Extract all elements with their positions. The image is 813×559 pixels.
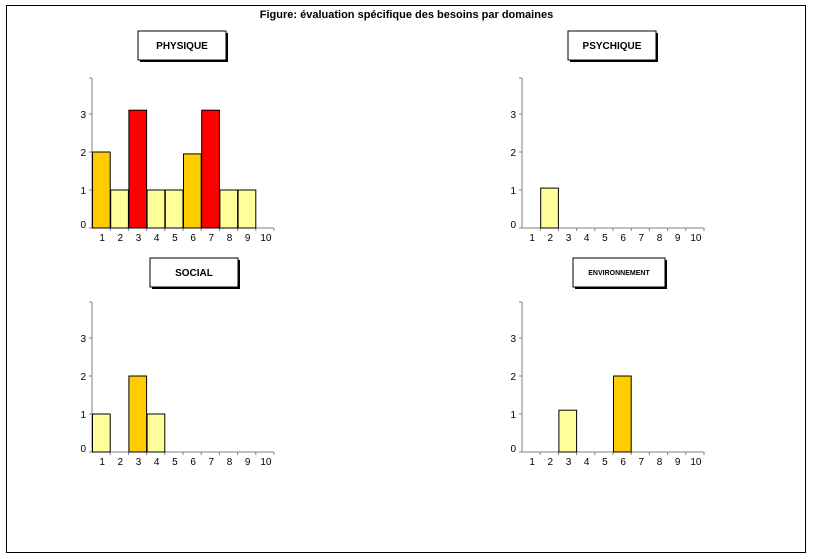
x-tick-label: 10 xyxy=(690,457,702,468)
y-tick-label: 0 xyxy=(510,444,516,455)
bar-3 xyxy=(128,109,148,229)
bar-3 xyxy=(558,409,578,453)
x-tick-label: 5 xyxy=(602,457,608,468)
x-tick-label: 6 xyxy=(190,457,196,468)
y-tick-label: 0 xyxy=(510,220,516,231)
figure-frame xyxy=(6,5,806,553)
x-tick-label: 1 xyxy=(99,457,105,468)
x-tick-label: 4 xyxy=(154,457,160,468)
bar-9 xyxy=(237,189,257,229)
x-tick-label: 3 xyxy=(566,233,572,244)
bar-6 xyxy=(183,153,202,229)
y-tick-label: 3 xyxy=(80,334,86,345)
x-tick-label: 3 xyxy=(566,457,572,468)
x-tick-label: 5 xyxy=(602,233,608,244)
y-tick-label: 2 xyxy=(80,148,86,159)
x-tick-label: 2 xyxy=(548,457,554,468)
y-tick-label: 2 xyxy=(510,372,516,383)
x-tick-label: 10 xyxy=(260,233,272,244)
title-box xyxy=(572,257,666,288)
x-tick-label: 5 xyxy=(172,457,178,468)
bar-1 xyxy=(92,413,111,453)
y-tick-label: 1 xyxy=(510,410,516,421)
x-tick-label: 4 xyxy=(154,233,160,244)
y-tick-label: 1 xyxy=(80,186,86,197)
x-tick-label: 7 xyxy=(639,233,645,244)
bar-1 xyxy=(92,151,111,229)
chart-panel-physique: PHYSIQUE 0 1 2 3 1 2 3 4 5 6 7 8 9 10 xyxy=(80,30,275,244)
x-tick-label: 5 xyxy=(172,233,178,244)
bar-4 xyxy=(146,189,166,229)
x-tick-label: 7 xyxy=(639,457,645,468)
chart-title: ENVIRONNEMENT xyxy=(588,270,650,277)
page-title: Figure: évaluation spécifique des besoin… xyxy=(259,9,554,21)
x-tick-label: 3 xyxy=(136,233,142,244)
x-tick-label: 9 xyxy=(245,233,251,244)
x-tick-label: 2 xyxy=(118,233,124,244)
y-tick-label: 2 xyxy=(510,148,516,159)
x-tick-label: 8 xyxy=(227,233,233,244)
bar-8 xyxy=(219,189,239,229)
x-tick-label: 6 xyxy=(620,233,626,244)
bar-6 xyxy=(613,375,632,453)
x-tick-label: 8 xyxy=(657,457,663,468)
y-tick-label: 2 xyxy=(80,372,86,383)
y-tick-label: 1 xyxy=(510,186,516,197)
bar-4 xyxy=(146,413,166,453)
x-tick-label: 1 xyxy=(99,233,105,244)
chart-panel-environnement: ENVIRONNEMENT 0 1 2 3 1 2 3 4 5 6 7 8 9 10 xyxy=(510,257,705,468)
chart-title: SOCIAL xyxy=(175,268,213,279)
x-tick-label: 9 xyxy=(675,233,681,244)
x-tick-label: 7 xyxy=(209,233,215,244)
y-tick-label: 3 xyxy=(80,110,86,121)
chart-title: PSYCHIQUE xyxy=(583,41,642,52)
bar-2 xyxy=(110,189,129,229)
chart-panel-psychique: PSYCHIQUE 0 1 2 3 1 2 3 4 5 6 7 8 9 10 xyxy=(510,30,705,244)
y-tick-label: 3 xyxy=(510,334,516,345)
x-tick-label: 8 xyxy=(227,457,233,468)
x-tick-label: 6 xyxy=(620,457,626,468)
title-box xyxy=(149,257,239,288)
x-tick-label: 7 xyxy=(209,457,215,468)
y-tick-label: 1 xyxy=(80,410,86,421)
x-tick-label: 1 xyxy=(529,457,535,468)
x-tick-label: 1 xyxy=(529,233,535,244)
x-tick-label: 10 xyxy=(690,233,702,244)
bar-3 xyxy=(128,375,148,453)
x-tick-label: 10 xyxy=(260,457,272,468)
y-tick-label: 0 xyxy=(80,220,86,231)
y-tick-label: 0 xyxy=(80,444,86,455)
bar-2 xyxy=(540,187,559,229)
x-tick-label: 2 xyxy=(548,233,554,244)
x-tick-label: 3 xyxy=(136,457,142,468)
x-tick-label: 8 xyxy=(657,233,663,244)
x-tick-label: 9 xyxy=(245,457,251,468)
x-tick-label: 9 xyxy=(675,457,681,468)
bar-7 xyxy=(201,109,220,229)
chart-panel-social: SOCIAL 0 1 2 3 1 2 3 4 5 6 7 8 9 10 xyxy=(80,257,275,468)
bar-5 xyxy=(164,189,184,229)
title-box xyxy=(567,30,657,61)
x-tick-label: 2 xyxy=(118,457,124,468)
chart-title: PHYSIQUE xyxy=(156,41,208,52)
y-tick-label: 3 xyxy=(510,110,516,121)
x-tick-label: 4 xyxy=(584,457,590,468)
title-box xyxy=(137,30,227,61)
x-tick-label: 4 xyxy=(584,233,590,244)
x-tick-label: 6 xyxy=(190,233,196,244)
